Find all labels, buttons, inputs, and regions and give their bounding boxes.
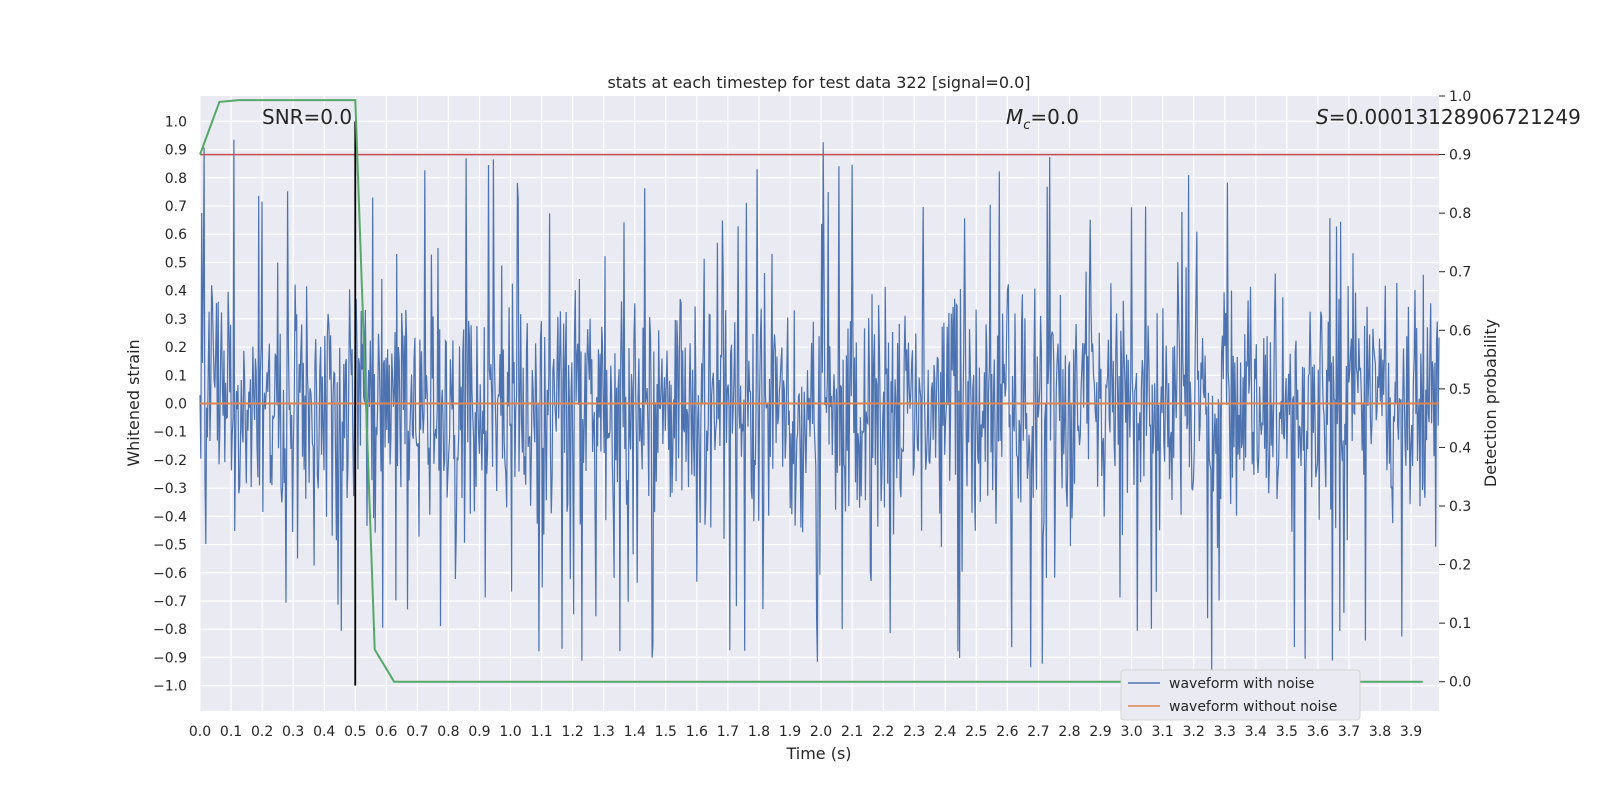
- x-tick-label: 0.5: [344, 724, 366, 740]
- x-tick-label: 2.8: [1058, 724, 1080, 740]
- x-tick-label: 0.0: [189, 724, 211, 740]
- series-waveform-with-noise: [199, 139, 1440, 671]
- x-tick-label: 1.7: [717, 724, 739, 740]
- noise-series: [199, 139, 1440, 671]
- x-tick-label: 1.3: [593, 724, 615, 740]
- detection-probability-line: [199, 99, 1423, 683]
- y-tick-label: 0.9: [165, 143, 187, 159]
- y-tick-label: 0.5: [165, 255, 187, 271]
- y2-tick-label: 0.0: [1449, 675, 1471, 691]
- y-tick-label: 1.0: [165, 114, 187, 130]
- legend: waveform with noise waveform without noi…: [1120, 669, 1361, 721]
- legend-box: [1120, 669, 1361, 721]
- y2-tick-label: 0.3: [1449, 499, 1471, 515]
- x-tick-label: 2.0: [810, 724, 832, 740]
- y2-tick-label: 0.9: [1449, 148, 1471, 164]
- x-tick-label: 0.4: [313, 724, 335, 740]
- y2-tick-label: 0.5: [1449, 382, 1471, 398]
- y2-tick-label: 1.0: [1449, 89, 1471, 105]
- y2-tick-label: 0.2: [1449, 558, 1471, 574]
- chart-title: stats at each timestep for test data 322…: [607, 73, 1030, 92]
- y-tick-label: −0.6: [153, 566, 187, 582]
- legend-label-noise: waveform with noise: [1169, 676, 1314, 692]
- y-tick-label: −0.5: [153, 538, 187, 554]
- y-tick-label: −0.2: [153, 453, 187, 469]
- x-tick-label: 3.3: [1214, 724, 1236, 740]
- y2-tick-label: 0.4: [1449, 440, 1471, 456]
- x-tick-label: 3.8: [1369, 724, 1391, 740]
- x-tick-label: 0.8: [437, 724, 459, 740]
- y-tick-label: −0.4: [153, 509, 187, 525]
- x-tick-label: 1.1: [530, 724, 552, 740]
- x-tick-label: 2.2: [872, 724, 894, 740]
- x-tick-label: 3.1: [1151, 724, 1173, 740]
- y2-tick-label: 0.6: [1449, 323, 1471, 339]
- mc-annotation: Mc=0.0: [1006, 105, 1079, 133]
- x-tick-label: 2.3: [903, 724, 925, 740]
- y-tick-label: −0.8: [153, 622, 187, 638]
- x-tick-label: 3.6: [1307, 724, 1329, 740]
- y2-tick-label: 0.1: [1449, 616, 1471, 632]
- y-axis-label: Whitened strain: [124, 339, 143, 466]
- y-tick-label: −0.3: [153, 481, 187, 497]
- y-tick-label: 0.8: [165, 171, 187, 187]
- y-tick-label: −0.9: [153, 650, 187, 666]
- y-tick-label: 0.0: [165, 397, 187, 413]
- x-tick-label: 0.7: [406, 724, 428, 740]
- x-tick-label: 1.2: [561, 724, 583, 740]
- overlay-series: [199, 99, 1439, 686]
- y-tick-label: −1.0: [153, 679, 187, 695]
- s-annotation: S=0.00013128906721249: [1316, 105, 1581, 129]
- x-tick-label: 1.8: [748, 724, 770, 740]
- x-tick-label: 3.9: [1400, 724, 1422, 740]
- x-tick-label: 3.7: [1338, 724, 1360, 740]
- x-tick-label: 2.5: [965, 724, 987, 740]
- y2-ticks: 1.0 0.9 0.8 0.7 0.6 0.5 0.4 0.3 0.2 0.1 0.0: [1439, 89, 1471, 691]
- y2-tick-label: 0.7: [1449, 265, 1471, 281]
- x-tick-label: 3.5: [1276, 724, 1298, 740]
- x-tick-label: 1.6: [686, 724, 708, 740]
- y-tick-label: 0.6: [165, 227, 187, 243]
- x-tick-label: 0.3: [282, 724, 304, 740]
- x-tick-label: 2.9: [1089, 724, 1111, 740]
- x-tick-label: 0.9: [468, 724, 490, 740]
- y-tick-label: 0.3: [165, 312, 187, 328]
- x-ticks: 0.0 0.1 0.2 0.3 0.4 0.5 0.6 0.7 0.8 0.9 1.0 1.1 1.2 1…: [189, 724, 1422, 740]
- legend-label-clean: waveform without noise: [1169, 699, 1337, 715]
- x-tick-label: 0.1: [220, 724, 242, 740]
- y-ticks: 1.0 0.9 0.8 0.7 0.6 0.5 0.4 0.3 0.2 0.1 0.0 −0.1 −0.…: [153, 114, 187, 694]
- x-tick-label: 3.4: [1245, 724, 1267, 740]
- x-tick-label: 3.2: [1183, 724, 1205, 740]
- y2-tick-label: 0.8: [1449, 206, 1471, 222]
- x-tick-label: 2.4: [934, 724, 956, 740]
- x-tick-label: 3.0: [1120, 724, 1142, 740]
- x-tick-label: 1.0: [499, 724, 521, 740]
- y-tick-label: 0.7: [165, 199, 187, 215]
- x-tick-label: 0.2: [251, 724, 273, 740]
- x-tick-label: 1.9: [779, 724, 801, 740]
- y-tick-label: 0.4: [165, 284, 187, 300]
- y2-axis-label: Detection probability: [1481, 319, 1500, 487]
- y-tick-label: 0.2: [165, 340, 187, 356]
- x-tick-label: 2.6: [996, 724, 1018, 740]
- x-axis-label: Time (s): [785, 744, 851, 763]
- y-tick-label: −0.1: [153, 425, 187, 441]
- y-tick-label: −0.7: [153, 594, 187, 610]
- x-tick-label: 1.4: [624, 724, 646, 740]
- x-tick-label: 0.6: [375, 724, 397, 740]
- snr-annotation: SNR=0.0: [262, 105, 352, 129]
- x-tick-label: 2.1: [841, 724, 863, 740]
- y-tick-label: 0.1: [165, 368, 187, 384]
- x-tick-label: 2.7: [1027, 724, 1049, 740]
- x-tick-label: 1.5: [655, 724, 677, 740]
